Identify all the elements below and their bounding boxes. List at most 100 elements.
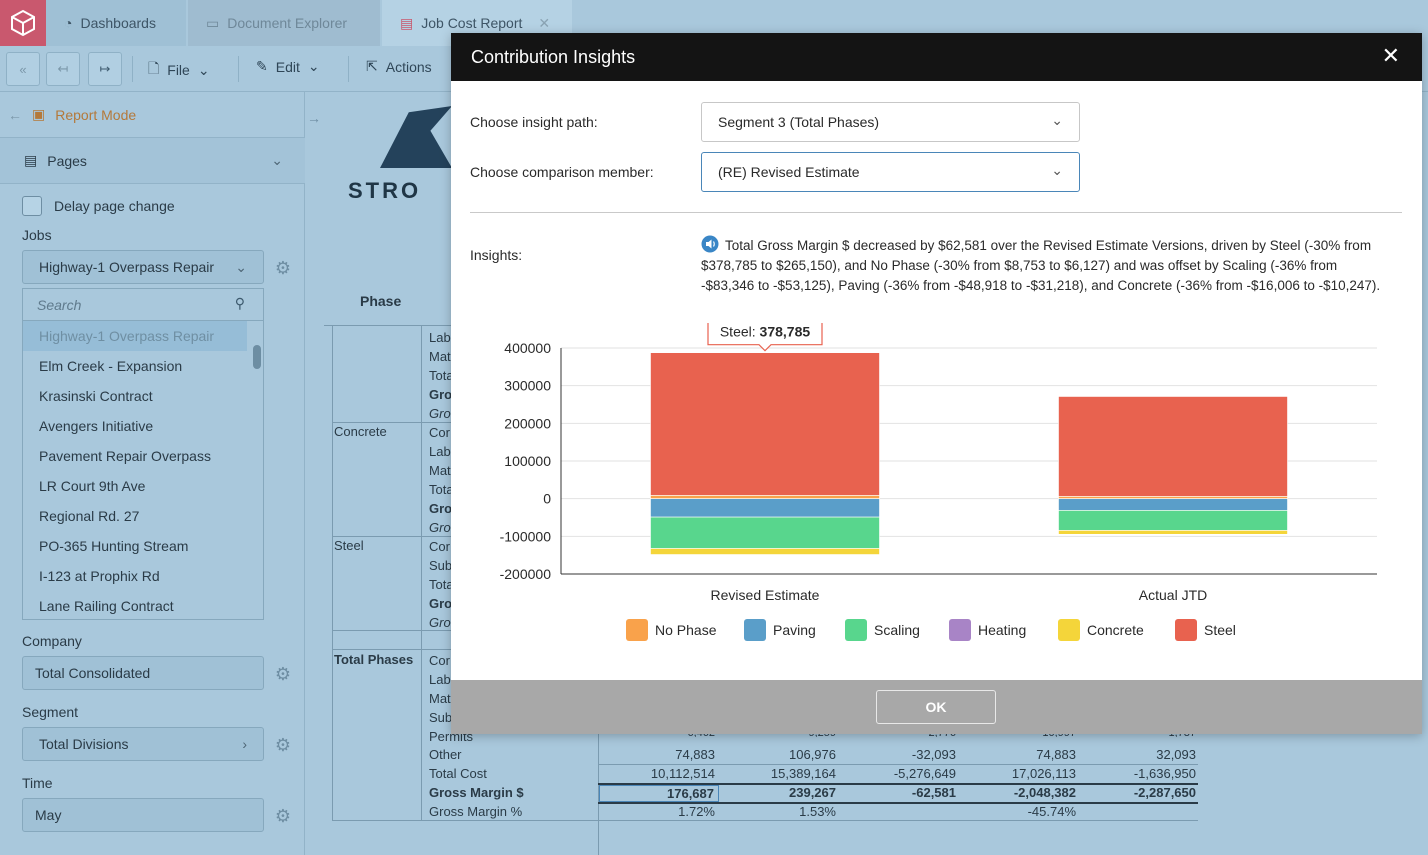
app-logo-icon[interactable] [0, 0, 46, 46]
list-item[interactable]: Pavement Repair Overpass [39, 448, 211, 464]
chevron-down-icon: ⌄ [1051, 162, 1063, 178]
close-icon[interactable]: ✕ [538, 14, 551, 31]
company-logo-text: STRO [348, 178, 422, 203]
gear-icon[interactable]: ⚙ [274, 664, 292, 684]
time-field[interactable]: May [22, 798, 264, 832]
report-mode-toggle[interactable]: ← ▣ Report Mode [0, 92, 305, 138]
row-label: Mat [429, 691, 451, 706]
bar-segment-scaling [1058, 510, 1288, 531]
bar-segment-steel [650, 352, 880, 496]
row-label: Other [429, 747, 462, 762]
company-value: Total Consolidated [35, 665, 151, 681]
jobs-scrollbar[interactable] [253, 327, 261, 617]
legend-swatch [949, 619, 971, 641]
bar-segment-concrete [1058, 530, 1288, 535]
legend-label: Scaling [874, 622, 920, 638]
close-icon[interactable]: ✕ [1381, 43, 1400, 68]
row-label: Total Cost [429, 766, 487, 781]
delay-page-change-checkbox[interactable] [22, 196, 42, 216]
chevron-down-icon: ⌄ [307, 58, 320, 74]
first-page-button[interactable]: « [6, 52, 40, 86]
y-tick-label: -200000 [500, 566, 552, 582]
list-item[interactable]: Elm Creek - Expansion [39, 358, 183, 374]
company-logo-icon [380, 106, 452, 168]
y-tick-label: 300000 [504, 378, 551, 394]
report-mode-icon: ▣ [32, 106, 46, 122]
tab-label: Document Explorer [227, 15, 348, 31]
row-label: Tota [429, 577, 454, 592]
jobs-select[interactable]: Highway-1 Overpass Repair ⌄ [22, 250, 264, 284]
tooltip-value: 378,785 [760, 324, 811, 340]
pages-dropdown[interactable]: ▤ Pages ⌄ [0, 138, 305, 184]
row-label: Gro [429, 406, 451, 421]
divider [332, 649, 452, 650]
collapse-button[interactable]: ↤ [46, 52, 80, 86]
time-value: May [35, 807, 62, 823]
table-cell: -2,287,650 [1133, 785, 1196, 800]
contribution-chart: 400000 300000 200000 100000 0 -100000 -200000 R… [500, 323, 1377, 641]
divider [332, 536, 452, 537]
delay-page-change-option[interactable]: Delay page change [22, 196, 175, 216]
expand-button[interactable]: ↦ [88, 52, 122, 86]
gear-icon[interactable]: ⚙ [274, 258, 292, 278]
ok-button[interactable]: OK [876, 690, 996, 724]
report-mode-label: Report Mode [55, 106, 137, 123]
pages-label: Pages [47, 152, 87, 169]
search-icon[interactable]: ⚲ [234, 295, 245, 311]
table-cell: 32,093 [1156, 747, 1196, 762]
sidebar: ← ▣ Report Mode ▤ Pages ⌄ Delay page cha… [0, 92, 305, 855]
list-item[interactable]: Regional Rd. 27 [39, 508, 140, 524]
company-field[interactable]: Total Consolidated [22, 656, 264, 690]
delay-page-change-label: Delay page change [54, 198, 175, 214]
list-item[interactable]: I-123 at Prophix Rd [39, 568, 160, 584]
list-item[interactable]: PO-365 Hunting Stream [39, 538, 189, 554]
list-item[interactable]: Krasinski Contract [39, 388, 153, 404]
table-cell[interactable]: 176,687 [599, 785, 719, 802]
list-item[interactable]: Avengers Initiative [39, 418, 154, 434]
row-label: Gro [429, 615, 451, 630]
bar-segment-scaling [650, 516, 880, 549]
tab-document-explorer[interactable]: ▭ Document Explorer [188, 0, 380, 46]
file-menu[interactable]: 🗋 File ⌄ [148, 58, 210, 82]
arrow-right-icon[interactable]: → [307, 110, 321, 126]
legend-label: Steel [1204, 622, 1236, 638]
speaker-icon[interactable] [701, 235, 721, 253]
folder-icon: ▭ [206, 14, 220, 31]
list-item[interactable]: Highway-1 Overpass Repair [23, 321, 247, 351]
table-cell: -62,581 [911, 785, 956, 800]
tab-dashboards[interactable]: ◔ Dashboards [46, 0, 186, 46]
list-item[interactable]: Lane Railing Contract [39, 598, 174, 614]
insight-path-select[interactable]: Segment 3 (Total Phases) ⌄ [701, 102, 1080, 142]
table-cell: 10,112,514 [650, 766, 715, 781]
gear-icon[interactable]: ⚙ [274, 806, 292, 826]
chart-tooltip [707, 323, 823, 352]
pencil-icon: ✎ [256, 58, 268, 74]
divider [598, 732, 599, 855]
dialog-header: Contribution Insights ✕ [451, 33, 1422, 81]
job-search-input[interactable]: Search ⚲ [23, 289, 263, 321]
divider [332, 630, 452, 631]
group-label: Steel [334, 538, 364, 553]
edit-menu[interactable]: ✎ Edit ⌄ [256, 58, 320, 75]
row-label: Gross Margin $ [429, 785, 524, 800]
scrollbar-thumb[interactable] [253, 345, 261, 369]
row-label: Tota [429, 368, 454, 383]
jobs-label: Jobs [22, 227, 52, 243]
divider [598, 764, 1198, 765]
edit-label: Edit [275, 58, 300, 75]
phase-column-header: Phase [360, 293, 402, 309]
row-label: Lab [429, 672, 451, 687]
legend-label: No Phase [655, 622, 717, 638]
report-icon: ▤ [400, 14, 414, 31]
row-label: Mat [429, 463, 451, 478]
table-cell: 74,883 [1036, 747, 1076, 762]
segment-field[interactable]: Total Divisions › [22, 727, 264, 761]
bar-segment-concrete [650, 548, 880, 555]
toolbar-divider [238, 56, 239, 82]
gear-icon[interactable]: ⚙ [274, 735, 292, 755]
actions-menu[interactable]: ⇱ Actions [366, 58, 432, 75]
dialog-footer: OK [451, 680, 1422, 734]
comparison-member-select[interactable]: (RE) Revised Estimate ⌄ [701, 152, 1080, 192]
search-placeholder: Search [37, 296, 82, 313]
list-item[interactable]: LR Court 9th Ave [39, 478, 146, 494]
